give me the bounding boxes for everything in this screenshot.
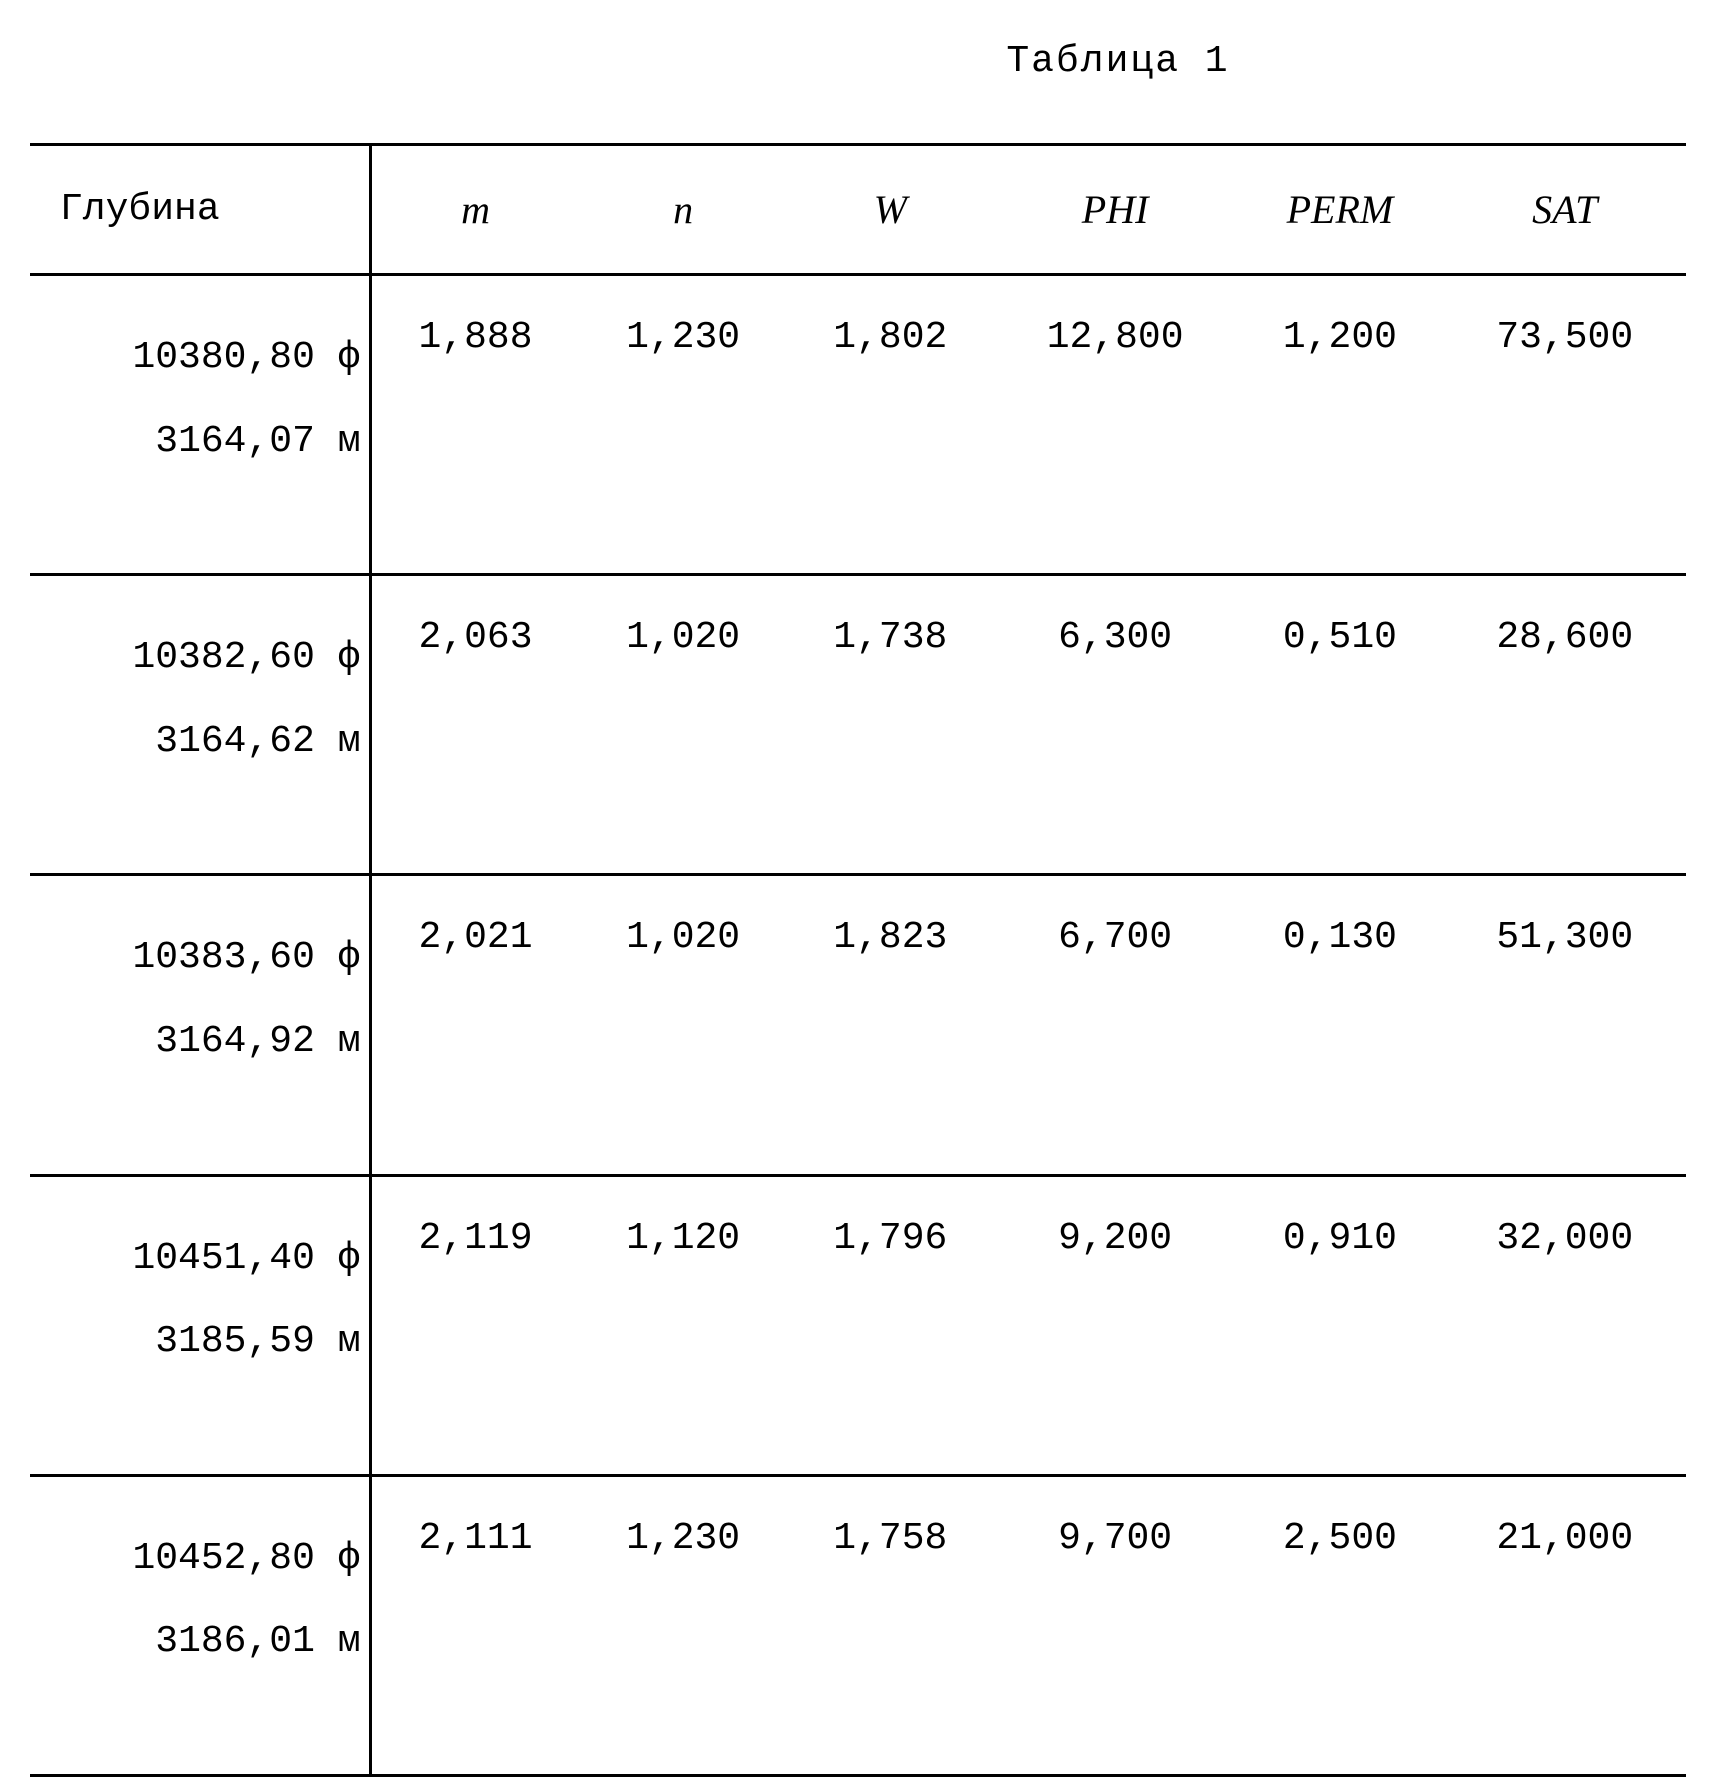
n-value: 1,230 [580,275,787,575]
depth-cell: 10383,60 ф 3164,92 м [30,875,370,1175]
table-row: 10382,60 ф 3164,62 м 2,063 1,020 1,738 6… [30,575,1686,875]
w-value: 1,796 [787,1175,994,1475]
table-row: 10451,40 ф 3185,59 м 2,119 1,120 1,796 9… [30,1175,1686,1475]
column-header-sat: SAT [1444,145,1686,275]
depth-m-value: 3185,59 м [40,1300,361,1384]
m-value: 2,111 [370,1475,580,1775]
depth-ft-value: 10383,60 ф [40,916,361,1000]
depth-m-value: 3186,01 м [40,1600,361,1684]
n-value: 1,020 [580,875,787,1175]
table-caption: Таблица 1 [30,40,1686,83]
column-header-perm: PERM [1236,145,1443,275]
depth-cell: 10380,80 ф 3164,07 м [30,275,370,575]
sat-value: 73,500 [1444,275,1686,575]
table-row: 10380,80 ф 3164,07 м 1,888 1,230 1,802 1… [30,275,1686,575]
perm-value: 2,500 [1236,1475,1443,1775]
m-value: 2,063 [370,575,580,875]
sat-value: 21,000 [1444,1475,1686,1775]
depth-data-table: Глубина m n W PHI PERM SAT 10380,80 ф 31… [30,143,1686,1777]
w-value: 1,802 [787,275,994,575]
depth-ft-value: 10452,80 ф [40,1517,361,1601]
sat-value: 51,300 [1444,875,1686,1175]
depth-ft-value: 10380,80 ф [40,316,361,400]
sat-value: 28,600 [1444,575,1686,875]
m-value: 2,119 [370,1175,580,1475]
n-value: 1,120 [580,1175,787,1475]
phi-value: 9,200 [994,1175,1236,1475]
m-value: 2,021 [370,875,580,1175]
perm-value: 0,910 [1236,1175,1443,1475]
column-header-w: W [787,145,994,275]
depth-ft-value: 10451,40 ф [40,1217,361,1301]
depth-cell: 10382,60 ф 3164,62 м [30,575,370,875]
depth-m-value: 3164,92 м [40,1000,361,1084]
w-value: 1,738 [787,575,994,875]
phi-value: 6,700 [994,875,1236,1175]
depth-m-value: 3164,62 м [40,700,361,784]
depth-ft-value: 10382,60 ф [40,616,361,700]
w-value: 1,758 [787,1475,994,1775]
perm-value: 0,510 [1236,575,1443,875]
w-value: 1,823 [787,875,994,1175]
sat-value: 32,000 [1444,1175,1686,1475]
perm-value: 1,200 [1236,275,1443,575]
perm-value: 0,130 [1236,875,1443,1175]
phi-value: 12,800 [994,275,1236,575]
table-header-row: Глубина m n W PHI PERM SAT [30,145,1686,275]
column-header-depth: Глубина [30,145,370,275]
n-value: 1,230 [580,1475,787,1775]
table-row: 10383,60 ф 3164,92 м 2,021 1,020 1,823 6… [30,875,1686,1175]
table-row: 10452,80 ф 3186,01 м 2,111 1,230 1,758 9… [30,1475,1686,1775]
phi-value: 9,700 [994,1475,1236,1775]
depth-cell: 10452,80 ф 3186,01 м [30,1475,370,1775]
depth-cell: 10451,40 ф 3185,59 м [30,1175,370,1475]
n-value: 1,020 [580,575,787,875]
phi-value: 6,300 [994,575,1236,875]
column-header-phi: PHI [994,145,1236,275]
depth-m-value: 3164,07 м [40,400,361,484]
column-header-n: n [580,145,787,275]
m-value: 1,888 [370,275,580,575]
column-header-m: m [370,145,580,275]
